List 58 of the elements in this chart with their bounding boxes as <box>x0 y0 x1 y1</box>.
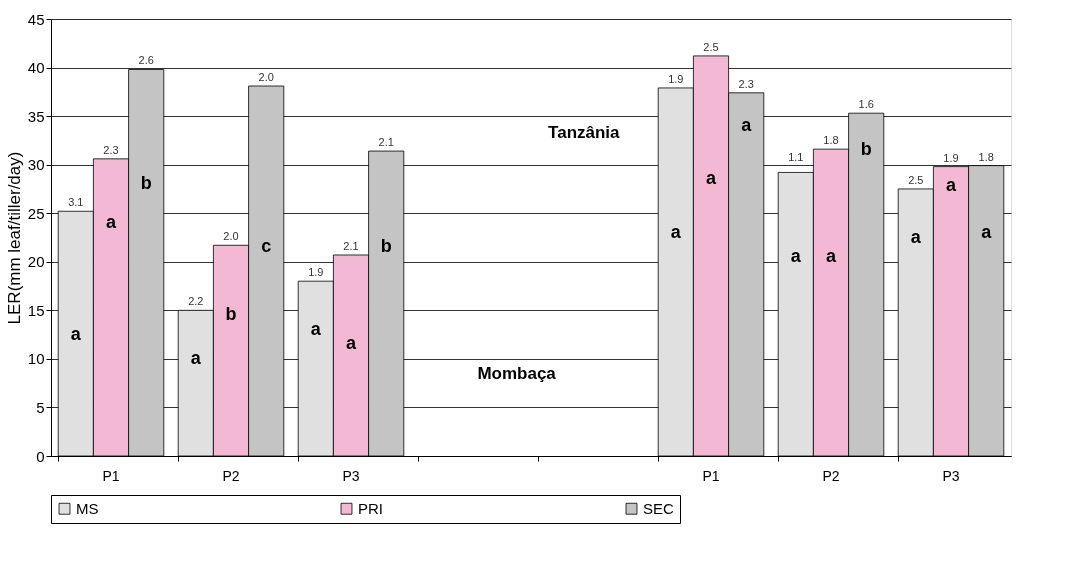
x-tick-label: P1 <box>702 467 720 484</box>
legend-label: SEC <box>643 499 675 517</box>
y-axis-title: LER(mm leaf/tiller/day) <box>4 151 24 325</box>
y-tick-label: 45 <box>27 10 45 28</box>
x-tick-label: P1 <box>102 467 120 484</box>
annotation: 1.9 <box>668 72 684 85</box>
annotation: 1.1 <box>788 150 804 163</box>
x-tick-label: P3 <box>942 467 960 484</box>
legend-label: PRI <box>358 499 384 517</box>
y-tick-label: 15 <box>27 301 45 319</box>
y-tick-label: 10 <box>27 350 45 368</box>
annotation: 2.5 <box>703 40 719 53</box>
annotation: Tanzânia <box>548 122 621 142</box>
legend-label: MS <box>76 499 99 517</box>
annotation: b <box>225 304 237 325</box>
annotation: a <box>190 347 202 368</box>
annotation: a <box>105 211 117 232</box>
annotation: 1.9 <box>943 151 959 164</box>
annotation: 2.3 <box>103 143 119 156</box>
y-tick-label: 20 <box>27 253 45 271</box>
y-tick-label: 25 <box>27 204 45 222</box>
annotation: a <box>670 221 682 242</box>
y-tick-label: 30 <box>27 156 45 174</box>
annotation: Mombaça <box>477 364 557 384</box>
y-tick-label: 0 <box>36 447 45 465</box>
annotation: 2.0 <box>223 230 239 243</box>
annotation: 2.2 <box>188 295 204 308</box>
annotation: c <box>261 236 272 257</box>
annotation: a <box>981 221 993 242</box>
annotation: a <box>825 245 837 266</box>
annotation: 1.8 <box>823 134 839 147</box>
annotation: a <box>70 323 82 344</box>
annotation: 2.0 <box>258 71 274 84</box>
annotation: 2.6 <box>138 54 154 67</box>
annotation: a <box>705 168 717 189</box>
x-tick-label: P2 <box>822 467 840 484</box>
annotation: b <box>860 139 872 160</box>
annotation: a <box>790 245 802 266</box>
annotation: b <box>140 173 152 194</box>
annotation: a <box>910 226 922 247</box>
annotation: 1.9 <box>308 266 324 279</box>
y-tick-label: 35 <box>27 107 45 125</box>
y-tick-label: 40 <box>27 59 45 77</box>
annotation: a <box>345 333 357 354</box>
x-tick-label: P2 <box>222 467 240 484</box>
annotation: 2.1 <box>378 136 394 149</box>
annotation: a <box>945 175 957 196</box>
annotation: 2.1 <box>343 239 359 252</box>
annotation: 1.8 <box>978 150 994 163</box>
y-tick-label: 5 <box>36 398 45 416</box>
annotation: 2.3 <box>738 77 754 90</box>
annotation: 2.5 <box>908 173 924 186</box>
annotation: a <box>741 114 753 135</box>
annotation: b <box>380 236 392 257</box>
x-tick-label: P3 <box>342 467 360 484</box>
annotation: 3.1 <box>68 196 84 209</box>
annotation: 1.6 <box>858 98 874 111</box>
annotation: a <box>310 318 322 339</box>
